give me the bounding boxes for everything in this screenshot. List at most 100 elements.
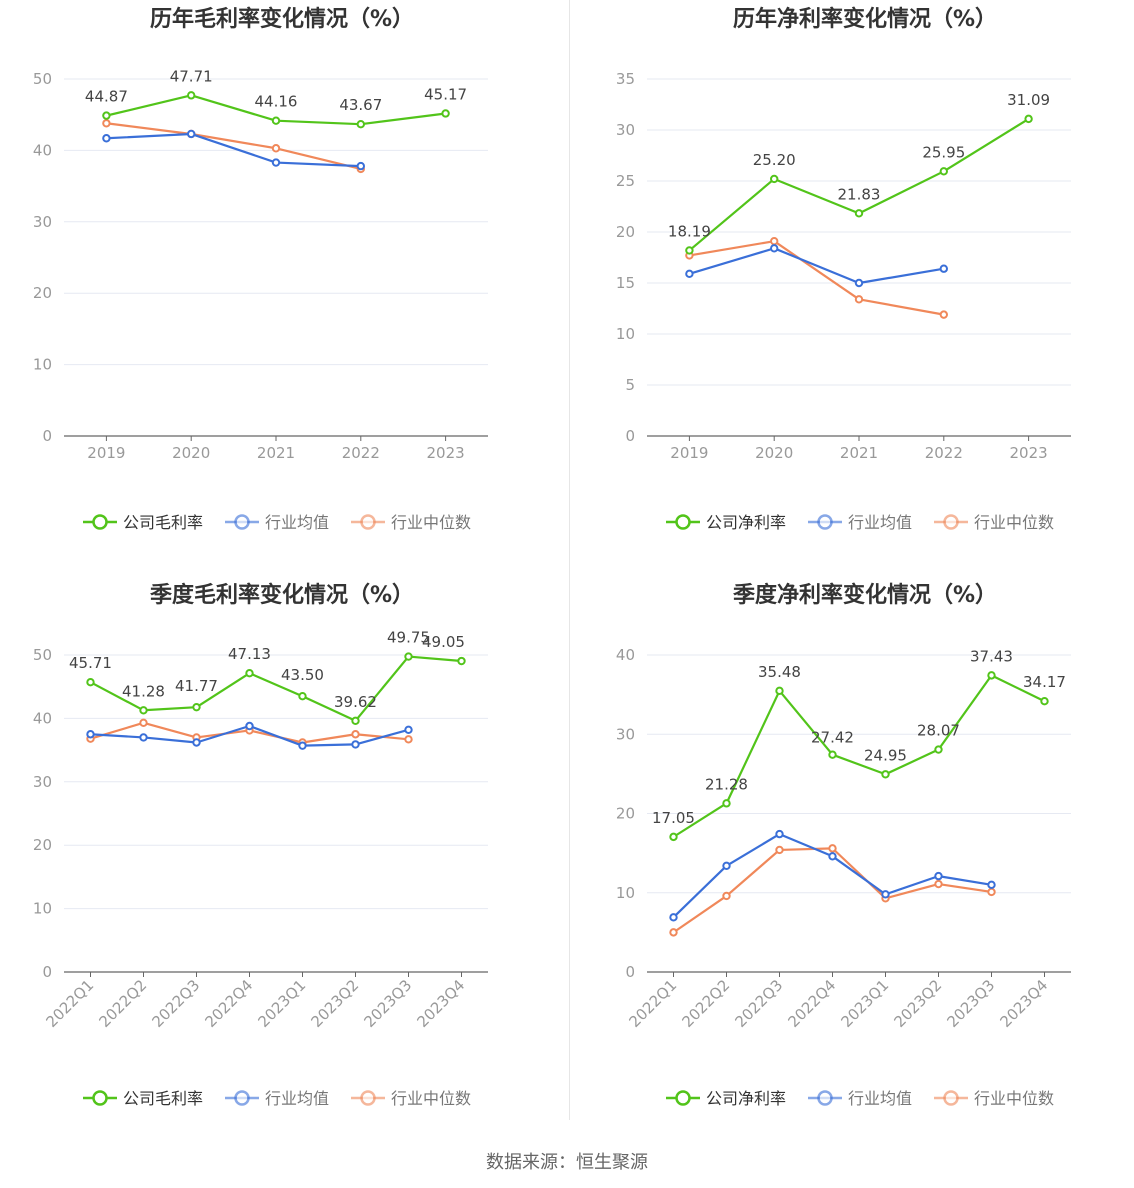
- legend-item: 公司净利率: [666, 1089, 786, 1108]
- legend-marker: [943, 514, 959, 530]
- data-point: [881, 770, 890, 779]
- legend-label: 行业均值: [265, 1089, 329, 1108]
- x-tick-label: 2022Q4: [202, 976, 257, 1031]
- data-point: [404, 735, 413, 744]
- legend-item: 公司净利率: [666, 513, 786, 532]
- x-tick-label: 2019: [87, 444, 125, 462]
- y-tick-label: 0: [625, 427, 635, 445]
- data-label: 25.95: [922, 143, 965, 161]
- data-label: 43.67: [339, 96, 382, 114]
- y-tick-label: 10: [616, 325, 635, 343]
- data-point: [685, 269, 694, 279]
- y-tick-label: 30: [616, 121, 635, 139]
- data-label: 35.48: [758, 663, 801, 681]
- chart-quarterly-gross-margin: 季度毛利率变化情况（%） 0 10 20 30 40 50 2022Q1 2022Q2 2022Q…: [0, 576, 567, 1152]
- data-point: [828, 844, 837, 853]
- series-line: [89, 655, 462, 722]
- data-point: [987, 671, 996, 680]
- y-tick-label: 10: [33, 900, 52, 918]
- legend-marker: [675, 1090, 691, 1106]
- x-tick-label: 2023Q4: [997, 976, 1052, 1031]
- legend-marker: [360, 1090, 376, 1106]
- data-point: [1040, 697, 1049, 706]
- x-tick-label: 2023: [427, 444, 465, 462]
- data-point: [102, 119, 111, 128]
- data-point: [192, 702, 201, 712]
- x-tick-label: 2023Q3: [361, 976, 416, 1031]
- x-tick-label: 2021: [257, 444, 295, 462]
- data-source-note: 数据来源：恒生聚源: [486, 1152, 648, 1173]
- data-point: [187, 91, 196, 100]
- legend-label: 公司毛利率: [123, 513, 203, 532]
- y-tick-label: 30: [33, 773, 52, 791]
- data-point: [245, 721, 254, 731]
- legend-marker: [92, 1090, 108, 1106]
- legend-label: 行业中位数: [391, 1089, 471, 1108]
- data-label: 34.17: [1023, 673, 1066, 691]
- data-point: [934, 745, 943, 754]
- data-label: 49.75: [387, 629, 430, 647]
- data-label: 37.43: [970, 647, 1013, 665]
- x-tick-label: 2023Q4: [414, 976, 469, 1031]
- y-tick-label: 20: [616, 223, 635, 241]
- data-point: [139, 733, 148, 742]
- legend-label: 行业均值: [848, 1089, 912, 1108]
- legend-label: 公司净利率: [706, 513, 786, 532]
- chart-title: 季度毛利率变化情况（%）: [150, 582, 414, 608]
- data-point: [404, 652, 413, 661]
- legend-label: 公司净利率: [706, 1089, 786, 1108]
- x-tick-label: 2022: [925, 444, 963, 462]
- data-label: 18.19: [668, 222, 711, 240]
- data-point: [86, 677, 95, 687]
- legend-marker: [234, 514, 250, 530]
- legend-item: 公司毛利率: [83, 513, 203, 532]
- data-point: [987, 880, 996, 890]
- chart-svg: 季度毛利率变化情况（%）010203040502022Q12022Q22022Q…: [33, 582, 488, 1108]
- data-point: [939, 310, 948, 319]
- data-point: [102, 111, 111, 120]
- y-tick-label: 50: [33, 646, 52, 664]
- data-point: [722, 861, 731, 871]
- data-point: [770, 174, 779, 184]
- legend-item: 行业均值: [225, 1089, 329, 1108]
- legend-item: 行业均值: [808, 1089, 912, 1108]
- data-label: 21.28: [705, 775, 748, 793]
- chart-svg: 历年净利率变化情况（%） 0 5 10 15 20 25 30 35 2019 2020 2021 20…: [616, 6, 1071, 532]
- y-tick-label: 40: [616, 646, 635, 664]
- series-line: [672, 674, 1045, 838]
- legend-item: 行业均值: [225, 513, 329, 532]
- data-point: [457, 656, 466, 666]
- legend-item: 公司毛利率: [83, 1089, 203, 1108]
- data-point: [298, 741, 307, 750]
- data-point: [441, 109, 450, 118]
- y-tick-label: 30: [616, 725, 635, 743]
- chart-title: 历年净利率变化情况（%）: [733, 6, 997, 32]
- y-tick-label: 40: [33, 141, 52, 159]
- x-tick-label: 2019: [670, 444, 708, 462]
- data-point: [987, 887, 996, 897]
- legend-label: 行业中位数: [974, 513, 1054, 532]
- legend-marker: [817, 1090, 833, 1106]
- data-point: [775, 829, 784, 839]
- data-point: [775, 845, 784, 855]
- y-tick-label: 5: [625, 376, 635, 394]
- x-tick-label: 2022Q3: [149, 976, 204, 1031]
- legend-item: 行业中位数: [934, 1089, 1054, 1108]
- data-label: 44.87: [85, 88, 128, 106]
- panel-divider: [569, 0, 570, 1120]
- data-point: [351, 740, 360, 749]
- data-point: [102, 134, 111, 143]
- data-label: 25.20: [753, 151, 796, 169]
- y-tick-label: 20: [33, 284, 52, 302]
- data-point: [404, 725, 413, 735]
- data-point: [934, 871, 943, 881]
- x-tick-label: 2022Q2: [679, 976, 734, 1031]
- x-tick-label: 2023Q2: [891, 976, 946, 1031]
- data-label: 41.77: [175, 677, 218, 695]
- data-point: [192, 738, 201, 747]
- x-tick-label: 2023Q3: [944, 976, 999, 1031]
- x-tick-label: 2022Q4: [785, 976, 840, 1031]
- data-point: [939, 264, 948, 273]
- legend-label: 行业均值: [848, 513, 912, 532]
- legend-item: 行业中位数: [351, 513, 471, 532]
